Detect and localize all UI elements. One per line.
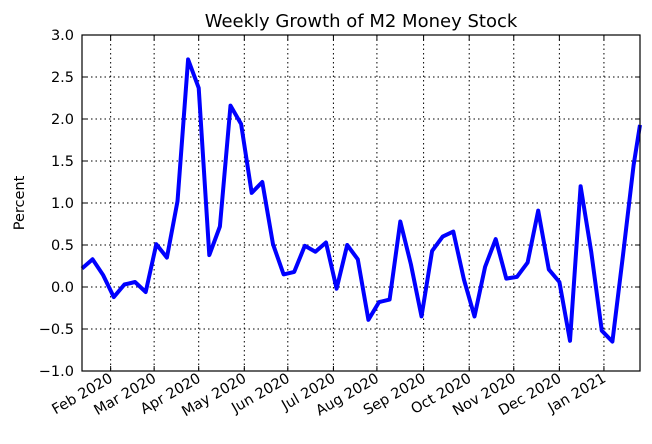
y-tick-label: 2.0	[51, 112, 74, 128]
series-line	[80, 57, 642, 344]
y-tick-label: 1.5	[51, 154, 74, 170]
y-tick-label: 2.5	[51, 70, 74, 86]
y-tick-label: 3.0	[51, 28, 74, 44]
grid-lines	[82, 34, 640, 372]
y-tick-label: 1.0	[51, 196, 74, 212]
y-tick-label: −1.0	[39, 364, 74, 380]
y-tick-label: 0.0	[51, 280, 74, 296]
chart-title: Weekly Growth of M2 Money Stock	[205, 11, 518, 32]
y-tick-label: −0.5	[39, 322, 74, 338]
y-axis-label: Percent	[12, 175, 28, 230]
y-tick-label: 0.5	[51, 238, 74, 254]
plot-frame	[81, 34, 641, 372]
series-layer	[80, 57, 642, 344]
